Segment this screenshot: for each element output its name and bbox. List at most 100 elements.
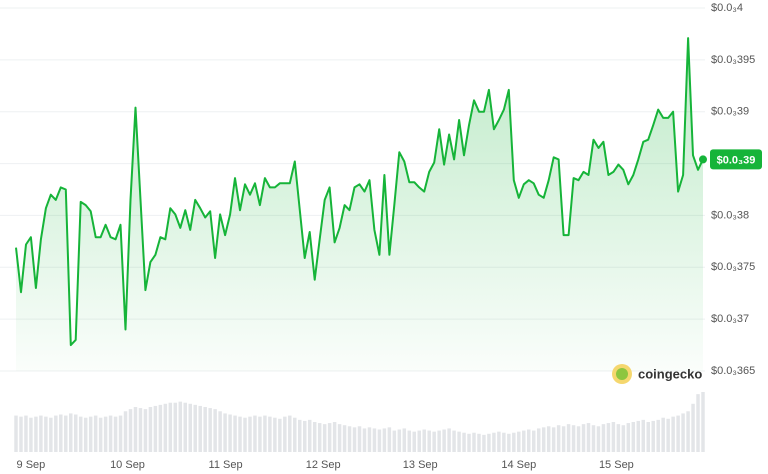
- last-point: [699, 155, 707, 164]
- y-tick-label: $0.0₃37: [711, 313, 749, 325]
- volume-bar: [472, 432, 476, 452]
- price-line: [15, 37, 704, 347]
- volume-bar: [213, 409, 217, 452]
- volume-bar: [507, 433, 511, 452]
- volume-bar: [218, 411, 222, 452]
- volume-bar: [686, 411, 690, 452]
- volume-bar: [163, 403, 168, 452]
- volume-bar: [427, 430, 431, 452]
- volume-bar: [64, 415, 68, 452]
- volume-bar: [39, 415, 43, 452]
- volume-bar: [193, 404, 197, 452]
- volume-bar: [606, 423, 611, 452]
- y-tick-label: $0.0₃4: [711, 2, 743, 14]
- volume-bar: [397, 429, 402, 452]
- volume-bar: [118, 415, 123, 452]
- y-tick-label: $0.0₃395: [711, 54, 755, 66]
- volume-bar: [302, 420, 307, 452]
- volume-bar: [98, 417, 103, 452]
- volume-bar: [288, 415, 292, 452]
- x-tick-label: 13 Sep: [403, 459, 438, 471]
- x-tick-label: 12 Sep: [306, 459, 341, 471]
- volume-bar: [93, 415, 98, 452]
- volume-bar: [327, 423, 332, 452]
- area: [16, 38, 703, 371]
- volume-bar: [392, 430, 397, 452]
- volume-bar: [546, 426, 551, 452]
- volume-bar: [322, 424, 327, 452]
- volume-bar: [128, 409, 133, 452]
- volume-bar: [646, 422, 650, 452]
- volume-bar: [437, 430, 441, 452]
- volume-bar: [372, 428, 377, 452]
- volume-bar: [656, 419, 660, 452]
- volume-bar: [108, 415, 113, 452]
- volume-bar: [73, 414, 78, 452]
- volume-bar: [233, 415, 237, 452]
- y-tick-label: $0.0₃375: [711, 261, 755, 273]
- volume-bar: [103, 416, 108, 452]
- volume-bar: [641, 419, 646, 452]
- volume-bar: [352, 427, 357, 452]
- volume-bar: [522, 430, 526, 452]
- volume-bar: [457, 431, 461, 452]
- volume-bar: [631, 422, 636, 452]
- volume-bar: [173, 402, 178, 452]
- x-tick-label: 10 Sep: [110, 459, 145, 471]
- volume-bar: [536, 428, 541, 452]
- volume-bar: [253, 415, 257, 452]
- x-tick-label: 14 Sep: [501, 459, 536, 471]
- volume-bar: [611, 422, 616, 452]
- volume-bar: [482, 434, 486, 452]
- volume-bar: [417, 430, 421, 452]
- volume-bar: [24, 415, 28, 452]
- volume-bar: [452, 430, 456, 452]
- volume-bar: [29, 417, 33, 452]
- volume-bar: [576, 426, 581, 452]
- volume-bar: [263, 415, 267, 452]
- volume-bar: [198, 405, 202, 452]
- volume-bar: [337, 424, 342, 452]
- volume-bar: [571, 425, 576, 452]
- volume-bar: [78, 416, 83, 452]
- volume-bar: [402, 428, 407, 452]
- volume-bar: [362, 428, 367, 452]
- volume-bar: [148, 407, 153, 452]
- watermark: coingecko: [612, 364, 702, 384]
- volume-bar: [701, 392, 705, 452]
- volume-bar: [123, 411, 128, 452]
- volume-bar: [556, 425, 561, 452]
- y-tick-label: $0.0₃38: [711, 209, 749, 221]
- volume-bar: [278, 418, 282, 452]
- volume-bar: [188, 403, 192, 452]
- volume-bar: [54, 415, 58, 452]
- volume-bar: [19, 416, 23, 452]
- volume-bar: [497, 431, 501, 452]
- volume-bar: [83, 417, 88, 452]
- volume-bar: [14, 415, 18, 452]
- volume-bar: [88, 416, 93, 452]
- volume-bar: [676, 415, 680, 452]
- volume-bar: [671, 416, 675, 452]
- volume-bar: [357, 426, 362, 452]
- volume-bar: [442, 429, 446, 452]
- volume-bar: [387, 427, 392, 452]
- volume-bar: [661, 417, 665, 452]
- volume-bar: [34, 416, 38, 452]
- volume-bar: [158, 404, 163, 452]
- x-tick-label: 9 Sep: [17, 459, 46, 471]
- volume-bar: [238, 416, 242, 452]
- volume-bar: [601, 424, 606, 452]
- volume-bar: [223, 413, 227, 452]
- volume-bar: [492, 432, 496, 452]
- y-tick-label: $0.0₃365: [711, 365, 755, 377]
- volume-bar: [317, 423, 322, 452]
- volume-bar: [347, 426, 352, 452]
- volume-bar: [133, 407, 138, 452]
- volume-bar: [208, 408, 212, 452]
- y-tick-label: $0.0₃39: [711, 106, 749, 118]
- volume-bar: [307, 419, 312, 452]
- volume-bar: [183, 402, 188, 452]
- volume-bar: [407, 430, 412, 452]
- volume-bar: [342, 425, 347, 452]
